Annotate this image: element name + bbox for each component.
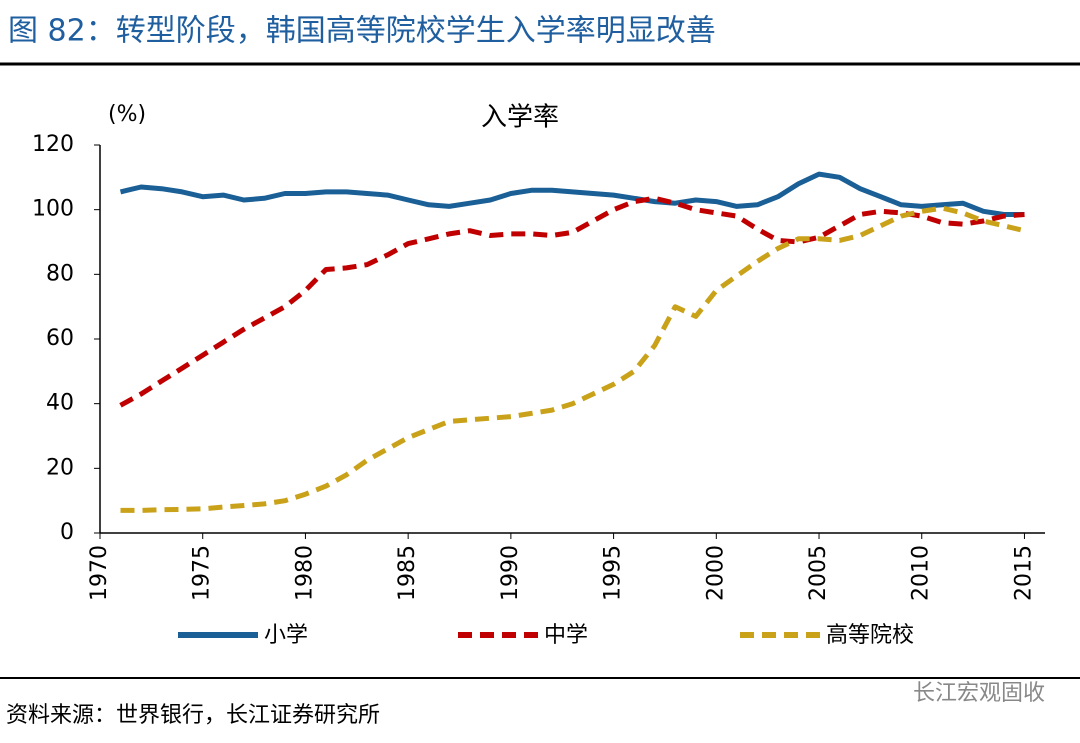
x-tick-label: 1995 [601, 545, 626, 601]
y-tick-label: 0 [60, 520, 74, 545]
x-tick-label: 2015 [1011, 545, 1036, 601]
y-tick-label: 80 [46, 261, 74, 286]
series-line [119, 171, 1025, 217]
x-tick-label: 1970 [87, 545, 112, 601]
chart-title: 入学率 [481, 103, 559, 133]
x-tick-label: 1975 [190, 545, 215, 601]
series-line [119, 195, 1025, 408]
series-line [120, 205, 1026, 513]
y-tick-label: 20 [46, 455, 74, 480]
x-tick-label: 2000 [703, 545, 728, 601]
legend-label: 高等院校 [826, 623, 914, 648]
x-tick-label: 1990 [498, 545, 523, 601]
x-tick-label: 1980 [292, 545, 317, 601]
y-tick-label: 120 [32, 132, 74, 157]
y-axis-label: (%) [108, 102, 146, 127]
source: 资料来源：世界银行，长江证券研究所 [6, 703, 380, 728]
x-tick-label: 1985 [395, 545, 420, 601]
legend-label: 小学 [264, 623, 308, 648]
y-tick-label: 40 [46, 391, 74, 416]
y-tick-label: 60 [46, 326, 74, 351]
x-tick-label: 2010 [909, 545, 934, 601]
legend-label: 中学 [544, 623, 588, 648]
page-title: 图 82：转型阶段，韩国高等院校学生入学率明显改善 [8, 14, 716, 49]
watermark: 长江宏观固收 [913, 681, 1045, 706]
x-tick-label: 2005 [806, 545, 831, 601]
y-tick-label: 100 [32, 197, 74, 222]
